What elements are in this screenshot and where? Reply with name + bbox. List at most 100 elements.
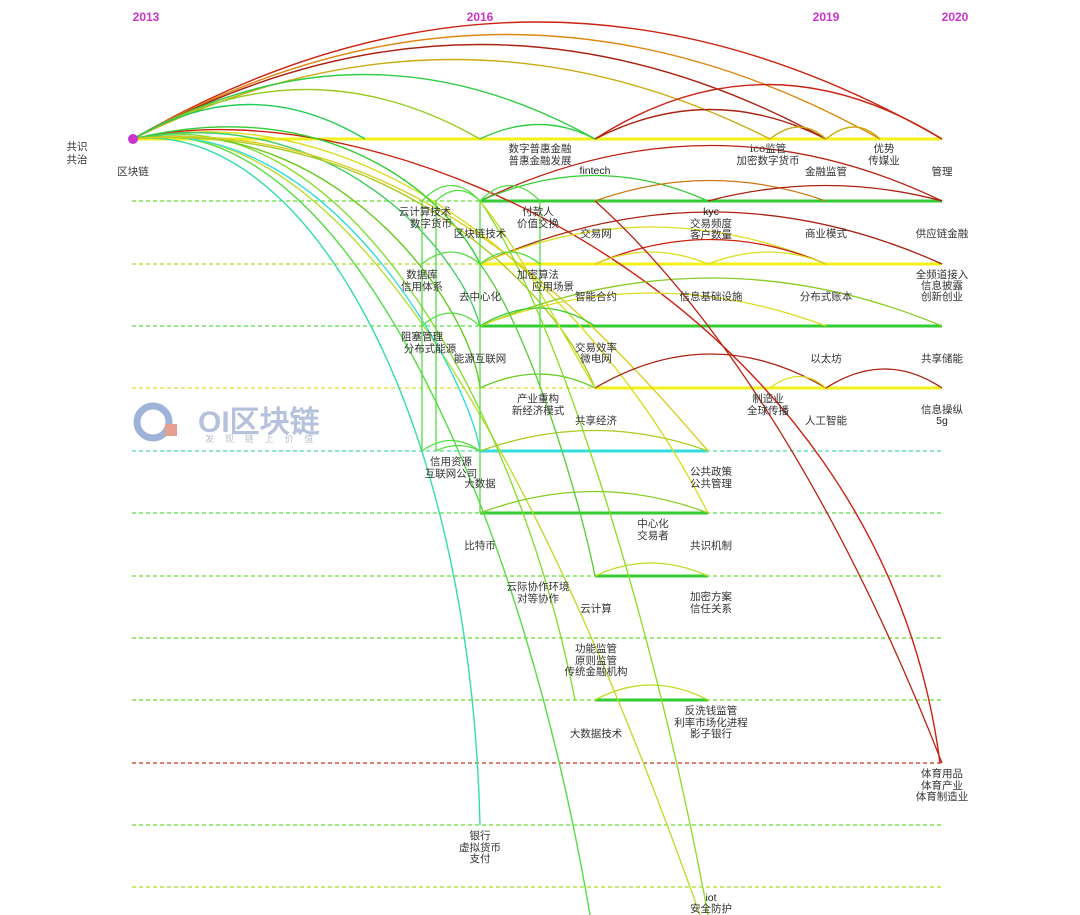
- origin-node: [128, 134, 138, 144]
- keyword-label: 交易网: [580, 227, 612, 240]
- year-label: 2016: [467, 10, 494, 24]
- curve: [132, 135, 591, 915]
- keyword-label: 共享储能: [921, 352, 963, 365]
- arc: [479, 200, 709, 915]
- keyword-label: 交易效率: [575, 341, 617, 354]
- keyword-label: 产业重构: [517, 392, 559, 405]
- top-arcs: [132, 21, 943, 140]
- curve: [132, 136, 709, 452]
- keyword-label: 公共政策: [690, 465, 732, 478]
- curve: [132, 131, 709, 514]
- arc: [132, 73, 596, 140]
- keyword-labels: 共识 共治 区块链 数字普惠金融 普惠金融发展 fintech ico监管 加密…: [67, 141, 969, 915]
- keyword-label: 分布式能源: [404, 342, 457, 355]
- arc: [594, 562, 709, 577]
- arc: [479, 226, 827, 265]
- keyword-label: 虚拟货币: [459, 841, 501, 854]
- keyword-label: 数据库: [406, 268, 438, 281]
- arc: [594, 83, 943, 140]
- keyword-label: 阻塞管理: [401, 330, 443, 343]
- keyword-label: 全球传播: [747, 404, 789, 417]
- year-label: 2020: [942, 10, 969, 24]
- keyword-label: 对等协作: [517, 592, 559, 605]
- arc: [132, 33, 881, 140]
- arc: [479, 211, 943, 265]
- timeline-bars: [133, 137, 942, 702]
- keyword-label: 新经济模式: [512, 404, 565, 417]
- arc: [825, 126, 881, 140]
- arc: [479, 174, 709, 202]
- arc: [132, 21, 943, 140]
- keyword-label: 分布式账本: [800, 290, 853, 303]
- row-guides: [132, 200, 942, 888]
- arc: [435, 444, 481, 452]
- keyword-label: 优势: [874, 142, 895, 155]
- keyword-label: 创新创业: [921, 290, 963, 303]
- keyword-label: 共治: [67, 153, 88, 166]
- arc: [594, 684, 709, 701]
- curve: [132, 132, 481, 327]
- arc: [769, 375, 827, 389]
- year-axis: 2013 2016 2019 2020: [133, 10, 969, 24]
- arc: [594, 108, 827, 140]
- arc: [421, 251, 481, 265]
- arc: [707, 251, 827, 265]
- arc: [479, 263, 596, 577]
- cluster-bumps: [421, 185, 541, 513]
- arc: [594, 238, 827, 265]
- keyword-label: 反洗钱监管: [685, 704, 738, 717]
- arc: [825, 368, 943, 389]
- keyword-label: 安全防护: [690, 902, 732, 915]
- keyword-label: 体育产业: [921, 779, 963, 792]
- arc: [594, 353, 827, 389]
- keyword-label: kyc: [703, 206, 719, 218]
- keyword-label: 云际协作环境: [507, 580, 570, 593]
- keyword-label: 共享经济: [575, 414, 617, 427]
- keyword-label: ico监管: [750, 142, 787, 155]
- curve: [132, 136, 701, 915]
- keyword-label: 供应链金融: [916, 227, 969, 240]
- arc: [479, 144, 943, 202]
- arc: [479, 307, 596, 327]
- arc: [479, 490, 709, 514]
- keyword-label: 大数据技术: [570, 727, 623, 740]
- keyword-label: 智能合约: [575, 290, 617, 303]
- keyword-label: 信任关系: [690, 602, 732, 615]
- cluster-arcs: [479, 144, 943, 915]
- keyword-label: 人工智能: [805, 414, 847, 427]
- keyword-label: 信息基础设施: [680, 290, 743, 303]
- keyword-label: 中心化: [637, 517, 669, 530]
- keyword-label: 传媒业: [868, 154, 900, 167]
- keyword-label: 以太坊: [810, 352, 842, 365]
- curve: [132, 128, 941, 764]
- keyword-label: 价值交换: [517, 217, 559, 230]
- year-label: 2013: [133, 10, 160, 24]
- curve: [132, 136, 481, 452]
- keyword-label: 互联网公司: [425, 468, 478, 480]
- keyword-label: 信息操纵: [921, 403, 963, 416]
- keyword-label: 比特币: [464, 539, 496, 552]
- watermark-subtitle: 发 现 链 上 价 值: [205, 433, 317, 445]
- watermark-logo-icon: [133, 402, 177, 442]
- curve: [132, 136, 596, 389]
- keyword-label: 传统金融机构: [565, 665, 628, 678]
- arc: [421, 185, 481, 202]
- arc: [435, 189, 481, 202]
- arc: [479, 373, 596, 389]
- keyword-label: 影子银行: [690, 727, 732, 740]
- keyword-label: 云计算技术: [399, 205, 452, 218]
- arc: [479, 251, 541, 265]
- arc: [479, 123, 596, 140]
- arc: [769, 126, 827, 140]
- keyword-label: 付款人: [522, 205, 554, 218]
- keyword-label: 支付: [470, 852, 491, 865]
- keyword-label: 金融监管: [805, 165, 847, 178]
- keyword-label: 体育用品: [921, 767, 963, 780]
- curve: [132, 137, 481, 826]
- keyword-label: 5g: [936, 415, 948, 427]
- keyword-label: 功能监管: [575, 642, 617, 655]
- keyword-label: 去中心化: [459, 290, 501, 303]
- descending-curves: [132, 126, 941, 915]
- arc: [132, 43, 827, 140]
